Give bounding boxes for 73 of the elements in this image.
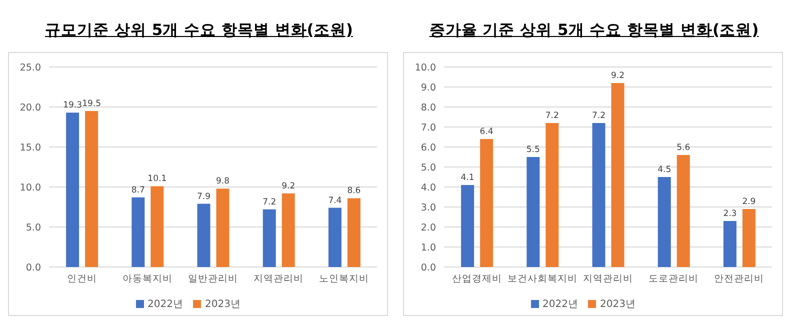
x-tick-label: 지역관리비: [254, 274, 304, 285]
bar: [216, 188, 230, 267]
y-tick-label: 25.0: [20, 62, 41, 74]
x-tick-label: 지역관리비: [583, 274, 633, 285]
bar: [132, 197, 145, 267]
x-tick-label: 아동복지비: [122, 274, 172, 285]
y-tick-label: 2.0: [420, 222, 436, 234]
data-label: 5.5: [526, 145, 540, 155]
y-tick-label: 1.0: [420, 242, 436, 254]
bar: [723, 221, 736, 267]
bar: [546, 123, 559, 267]
chart-title: 증가율 기준 상위 5개 수요 항목별 변화(조원): [428, 20, 760, 41]
legend-label: 2023년: [205, 299, 240, 310]
bar: [347, 198, 360, 267]
data-label: 7.4: [328, 196, 342, 206]
data-label: 2.3: [723, 209, 737, 219]
data-label: 7.2: [545, 111, 559, 121]
legend-label: 2022년: [148, 299, 183, 310]
legend-label: 2022년: [542, 299, 578, 310]
x-tick-label: 산업경제비: [452, 274, 502, 285]
bar: [262, 209, 276, 267]
data-label: 8.6: [347, 186, 361, 196]
y-tick-label: 20.0: [20, 102, 41, 114]
data-label: 6.4: [480, 127, 494, 137]
bar: [611, 83, 624, 267]
y-tick-label: 0.0: [420, 262, 436, 274]
data-label: 9.2: [610, 71, 625, 81]
bar: [658, 177, 671, 267]
data-label: 2.9: [742, 197, 756, 207]
x-tick-label: 안전관리비: [714, 274, 764, 285]
y-tick-label: 10.0: [414, 62, 436, 74]
chart-title: 규모기준 상위 5개 수요 항목별 변화(조원): [44, 20, 354, 41]
y-tick-label: 8.0: [420, 102, 436, 114]
bar: [526, 157, 540, 267]
bar: [461, 185, 474, 267]
y-tick-label: 9.0: [420, 82, 436, 94]
bar: [592, 123, 606, 267]
y-tick-label: 5.0: [420, 162, 436, 174]
x-tick-label: 인건비: [66, 274, 97, 285]
bar: [85, 111, 98, 267]
y-tick-label: 6.0: [420, 142, 436, 154]
data-label: 7.2: [592, 111, 606, 121]
y-tick-label: 4.0: [420, 182, 436, 194]
y-tick-label: 7.0: [420, 122, 436, 134]
y-tick-label: 0.0: [26, 262, 41, 274]
data-label: 7.2: [262, 197, 276, 208]
bar: [480, 139, 494, 267]
bar: [150, 186, 164, 267]
bar: [66, 112, 80, 267]
data-label: 19.3: [63, 100, 82, 111]
data-label: 4.5: [658, 165, 672, 175]
bar: [676, 155, 690, 267]
legend-label: 2023년: [600, 299, 636, 310]
data-label: 10.1: [148, 174, 167, 184]
x-tick-label: 도로관리비: [648, 274, 699, 285]
y-tick-label: 15.0: [20, 142, 41, 154]
x-tick-label: 보건사회복지비: [507, 274, 578, 285]
x-tick-label: 일반관리비: [188, 274, 238, 285]
data-label: 4.1: [460, 173, 474, 183]
y-tick-label: 5.0: [26, 222, 41, 234]
y-tick-label: 10.0: [20, 182, 41, 194]
data-label: 9.8: [216, 176, 230, 187]
bar: [328, 208, 342, 267]
data-label: 8.7: [131, 185, 145, 196]
data-label: 9.2: [282, 181, 296, 192]
bar: [742, 209, 756, 267]
bar: [197, 204, 210, 267]
data-label: 7.9: [196, 192, 211, 202]
x-tick-label: 노인복지비: [319, 274, 370, 285]
y-tick-label: 3.0: [420, 202, 436, 214]
bar: [282, 193, 295, 267]
data-label: 19.5: [82, 99, 102, 109]
data-label: 5.6: [676, 143, 690, 153]
